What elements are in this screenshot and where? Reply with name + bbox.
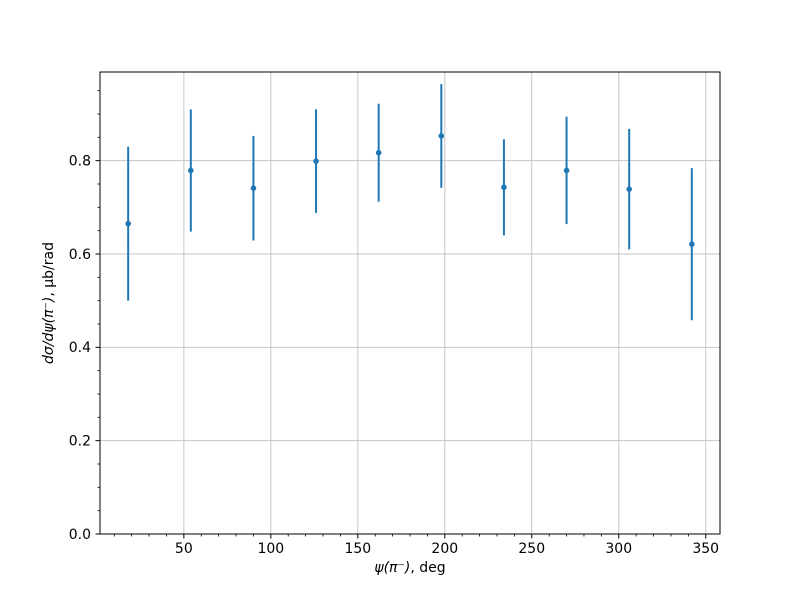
data-point-marker <box>313 158 319 164</box>
data-point-marker <box>375 149 382 156</box>
x-tick-label: 150 <box>344 541 371 557</box>
x-tick-label: 200 <box>431 541 458 557</box>
axis-ticks <box>95 90 707 539</box>
y-axis-label-math: dσ/dψ(π⁻) <box>41 297 57 364</box>
data-point-marker <box>438 133 445 139</box>
plot-border <box>99 71 721 535</box>
x-tick-label: 50 <box>175 541 193 557</box>
x-tick-label: 250 <box>518 541 545 557</box>
data-point-marker <box>125 220 131 227</box>
x-axis-label-math: ψ(π⁻) <box>374 560 410 576</box>
x-tick-label: 300 <box>605 541 632 557</box>
y-tick-label: 0.8 <box>69 153 91 169</box>
y-tick-label: 0.4 <box>69 340 91 356</box>
tick-labels: 50 100 150 200 250 300 350 0.0 0.2 0.4 0.6 0.8 <box>69 153 719 557</box>
y-tick-label: 0.6 <box>69 247 91 263</box>
y-tick-label: 0.2 <box>69 433 91 449</box>
data-series <box>125 84 695 321</box>
data-point-marker <box>501 184 507 191</box>
x-axis-label: ψ(π⁻), deg <box>374 560 445 576</box>
x-tick-label: 350 <box>692 541 719 557</box>
y-axis-label-unit: , μb/rad <box>41 242 57 297</box>
x-axis-label-unit: , deg <box>410 560 445 576</box>
data-point-marker <box>626 186 632 192</box>
y-axis-label: dσ/dψ(π⁻), μb/rad <box>41 242 57 364</box>
x-tick-label: 100 <box>257 541 284 557</box>
data-point-marker <box>563 167 570 174</box>
y-tick-label: 0.0 <box>69 527 91 543</box>
data-point-marker <box>689 241 695 247</box>
data-point-marker <box>250 185 257 191</box>
gridlines <box>100 72 720 535</box>
data-point-marker <box>188 167 194 174</box>
